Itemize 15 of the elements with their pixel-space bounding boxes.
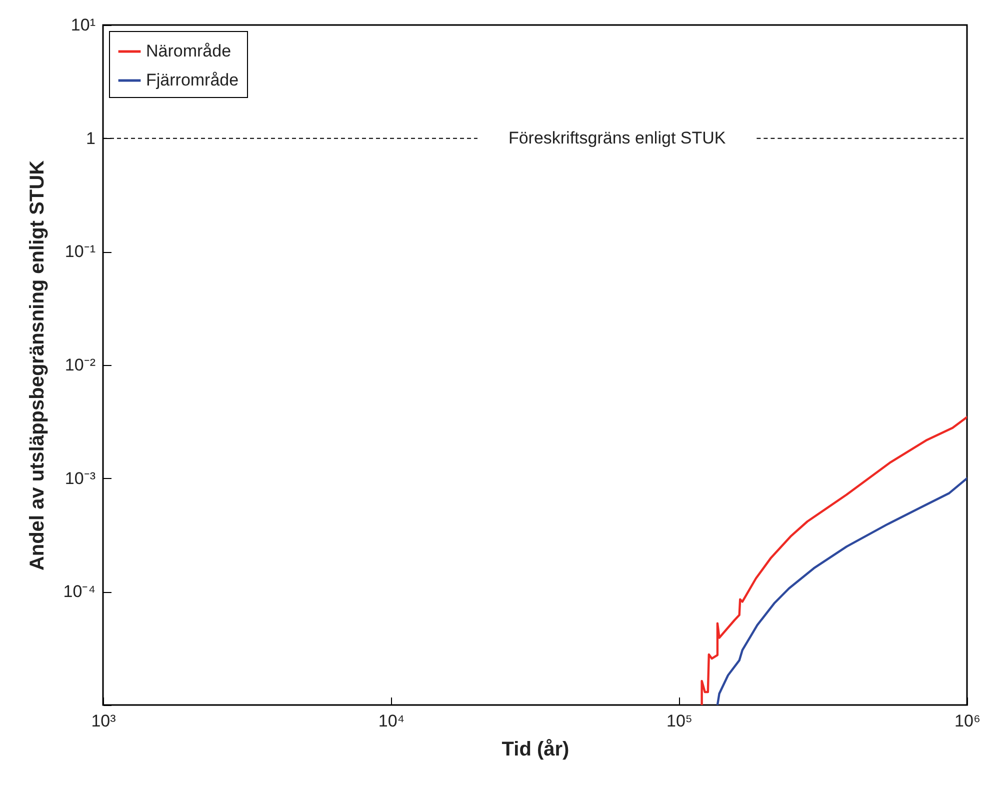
y-tick-label: 10⁻³	[64, 468, 96, 488]
y-axis-title: Andel av utsläppsbegränsning enligt STUK	[26, 160, 48, 571]
legend-label: Närområde	[146, 42, 232, 60]
x-tick-label: 10⁴	[378, 712, 405, 730]
legend-label: Fjärrområde	[146, 70, 239, 90]
ref-line-label: Föreskriftsgräns enligt STUK	[508, 128, 726, 148]
y-tick-label: 1	[86, 128, 96, 148]
y-tick-label: 10⁻⁴	[63, 582, 96, 602]
x-axis-title: Tid (år)	[502, 738, 570, 760]
y-tick-label: 10⁻²	[64, 356, 96, 374]
x-tick-label: 10³	[91, 712, 116, 730]
y-tick-label: 10⁻¹	[64, 242, 96, 262]
x-tick-label: 10⁶	[954, 712, 980, 730]
x-tick-label: 10⁵	[666, 712, 692, 730]
y-tick-label: 10¹	[70, 16, 96, 34]
